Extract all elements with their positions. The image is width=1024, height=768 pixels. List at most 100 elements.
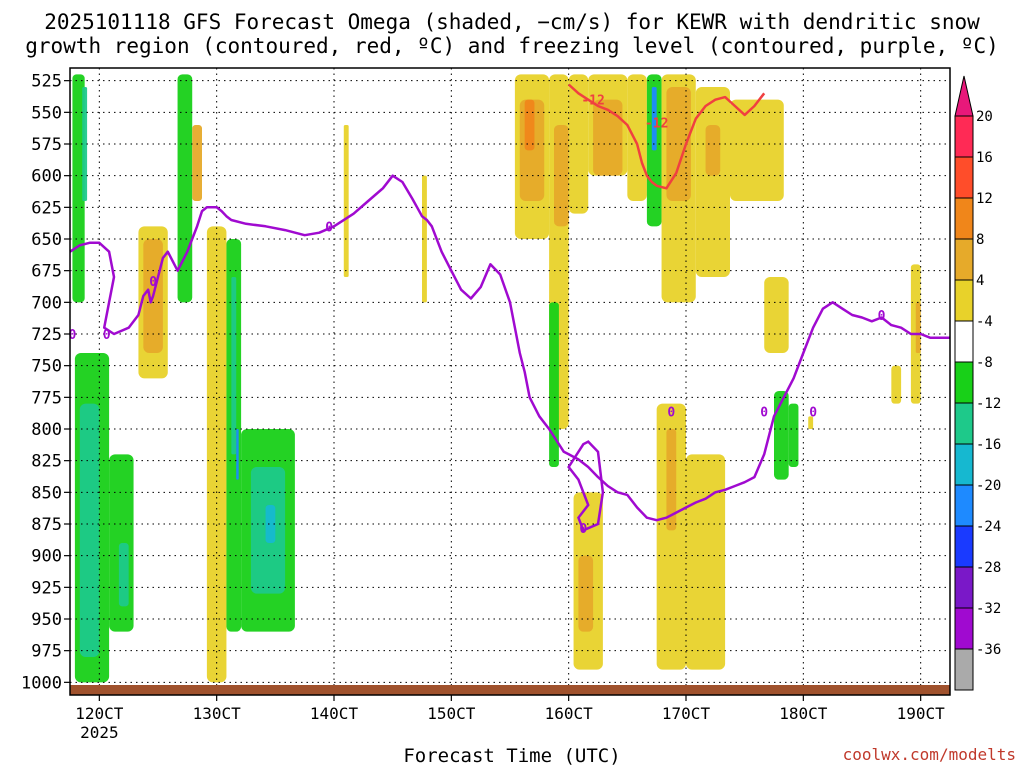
- colorbar-label: -24: [976, 519, 1001, 535]
- dgz-label: -12: [645, 116, 668, 131]
- freezing-level-label: 0: [579, 522, 587, 537]
- omega-shade-area: [524, 99, 535, 151]
- colorbar-label: 4: [976, 273, 984, 289]
- omega-shade-area: [686, 454, 726, 670]
- colorbar-swatch: [954, 115, 974, 158]
- omega-shade-area: [915, 302, 921, 353]
- colorbar-label: -4: [976, 314, 993, 330]
- y-tick-label: 775: [31, 388, 62, 408]
- y-axis: 525 550 575 600 625 650 675 700 725 750 775 800 825 8…: [21, 72, 70, 693]
- y-tick-label: 700: [31, 293, 62, 313]
- colorbar-swatch: [954, 648, 974, 691]
- omega-shade-area: [646, 74, 662, 227]
- colorbar-top-arrow: [954, 75, 974, 117]
- colorbar-swatch: [954, 607, 974, 650]
- y-tick-label: 625: [31, 198, 62, 218]
- omega-shade-area: [651, 87, 657, 151]
- y-tick-label: 925: [31, 578, 62, 598]
- plot-frame: [69, 67, 951, 696]
- freezing-level-label: 0: [69, 328, 77, 343]
- y-tick-label: 1000: [21, 673, 62, 693]
- ground-surface: [70, 685, 950, 695]
- omega-shade-area: [236, 429, 239, 480]
- x-tick-label: 180CT: [779, 704, 828, 723]
- y-tick-label: 675: [31, 262, 62, 282]
- colorbar-label: -36: [976, 642, 1001, 658]
- y-tick-label: 725: [31, 325, 62, 345]
- y-tick-label: 950: [31, 610, 62, 630]
- omega-shade-area: [627, 74, 647, 201]
- omega-shade-area: [554, 125, 569, 227]
- omega-shade-area: [656, 403, 686, 670]
- colorbar-swatch: [954, 320, 974, 363]
- colorbar-swatch: [954, 484, 974, 527]
- freezing-level-label: 0: [760, 405, 768, 420]
- colorbar-swatch: [954, 279, 974, 322]
- freezing-level-loop: [567, 440, 605, 532]
- x-tick-label: 130CT: [193, 704, 242, 723]
- x-year-label: 2025: [80, 723, 119, 742]
- y-tick-label: 650: [31, 230, 62, 250]
- x-tick-label: 160CT: [545, 704, 594, 723]
- x-axis-label: Forecast Time (UTC): [403, 745, 621, 767]
- omega-shade-area: [666, 429, 677, 531]
- freezing-level-label: 0: [149, 275, 157, 290]
- y-tick-label: 975: [31, 642, 62, 662]
- omega-shade-area: [730, 99, 784, 201]
- omega-shade-area: [343, 125, 349, 277]
- colorbar-swatch: [954, 566, 974, 609]
- omega-shade-area: [578, 555, 594, 632]
- chart-title-line-1: 2025101118 GFS Forecast Omega (shaded, −…: [44, 10, 980, 34]
- colorbar-label: 16: [976, 150, 993, 166]
- x-tick-label: 120CT: [75, 704, 124, 723]
- y-tick-label: 900: [31, 547, 62, 567]
- x-axis: 120CT 130CT 140CT 150CT 160CT 170CT 180CT 190CT…: [75, 695, 945, 742]
- omega-shade-area: [118, 543, 129, 607]
- omega-shade-area: [705, 125, 721, 176]
- colorbar-label: -32: [976, 601, 1001, 617]
- omega-shade-area: [593, 99, 623, 176]
- omega-shade-area: [808, 416, 814, 429]
- colorbar-swatch: [954, 361, 974, 404]
- site-credit[interactable]: coolwx.com/modelts: [842, 745, 1016, 764]
- freezing-level-contour: [69, 174, 950, 522]
- grid-lines: [70, 68, 950, 695]
- omega-shade-area: [231, 277, 237, 455]
- ground-layer: [70, 685, 950, 695]
- y-tick-label: 525: [31, 72, 62, 92]
- colorbar-swatch: [954, 197, 974, 240]
- colorbar-label: -20: [976, 478, 1001, 494]
- colorbar-label: 12: [976, 191, 993, 207]
- chart-title-line-2: growth region (contoured, red, ºC) and f…: [25, 34, 999, 58]
- y-tick-label: 800: [31, 420, 62, 440]
- colorbar-swatch: [954, 238, 974, 281]
- colorbar-label: 20: [976, 109, 993, 125]
- omega-shade-area: [79, 403, 100, 657]
- x-tick-label: 140CT: [310, 704, 359, 723]
- omega-shade-area: [695, 87, 730, 277]
- dgz-label: -12: [581, 94, 604, 109]
- colorbar-label: -16: [976, 437, 1001, 453]
- omega-shade-area: [82, 87, 88, 201]
- freezing-level-label: 0: [325, 220, 333, 235]
- y-tick-label: 550: [31, 103, 62, 123]
- omega-shade-area: [192, 125, 202, 201]
- colorbar-swatch: [954, 156, 974, 199]
- omega-shade-area: [568, 74, 589, 214]
- omega-shade-area: [666, 87, 691, 201]
- omega-shade-area: [764, 277, 789, 353]
- x-tick-label: 170CT: [662, 704, 711, 723]
- y-tick-label: 850: [31, 483, 62, 503]
- colorbar-swatch: [954, 402, 974, 445]
- y-tick-label: 825: [31, 452, 62, 472]
- x-tick-label: 150CT: [427, 704, 476, 723]
- colorbar-label: -8: [976, 355, 993, 371]
- dgz-contour: [567, 83, 766, 190]
- omega-shade-area: [265, 505, 276, 543]
- y-tick-label: 575: [31, 135, 62, 155]
- y-tick-label: 600: [31, 167, 62, 187]
- colorbar-label: 8: [976, 232, 984, 248]
- omega-shade-area: [891, 365, 902, 404]
- y-tick-label: 875: [31, 515, 62, 535]
